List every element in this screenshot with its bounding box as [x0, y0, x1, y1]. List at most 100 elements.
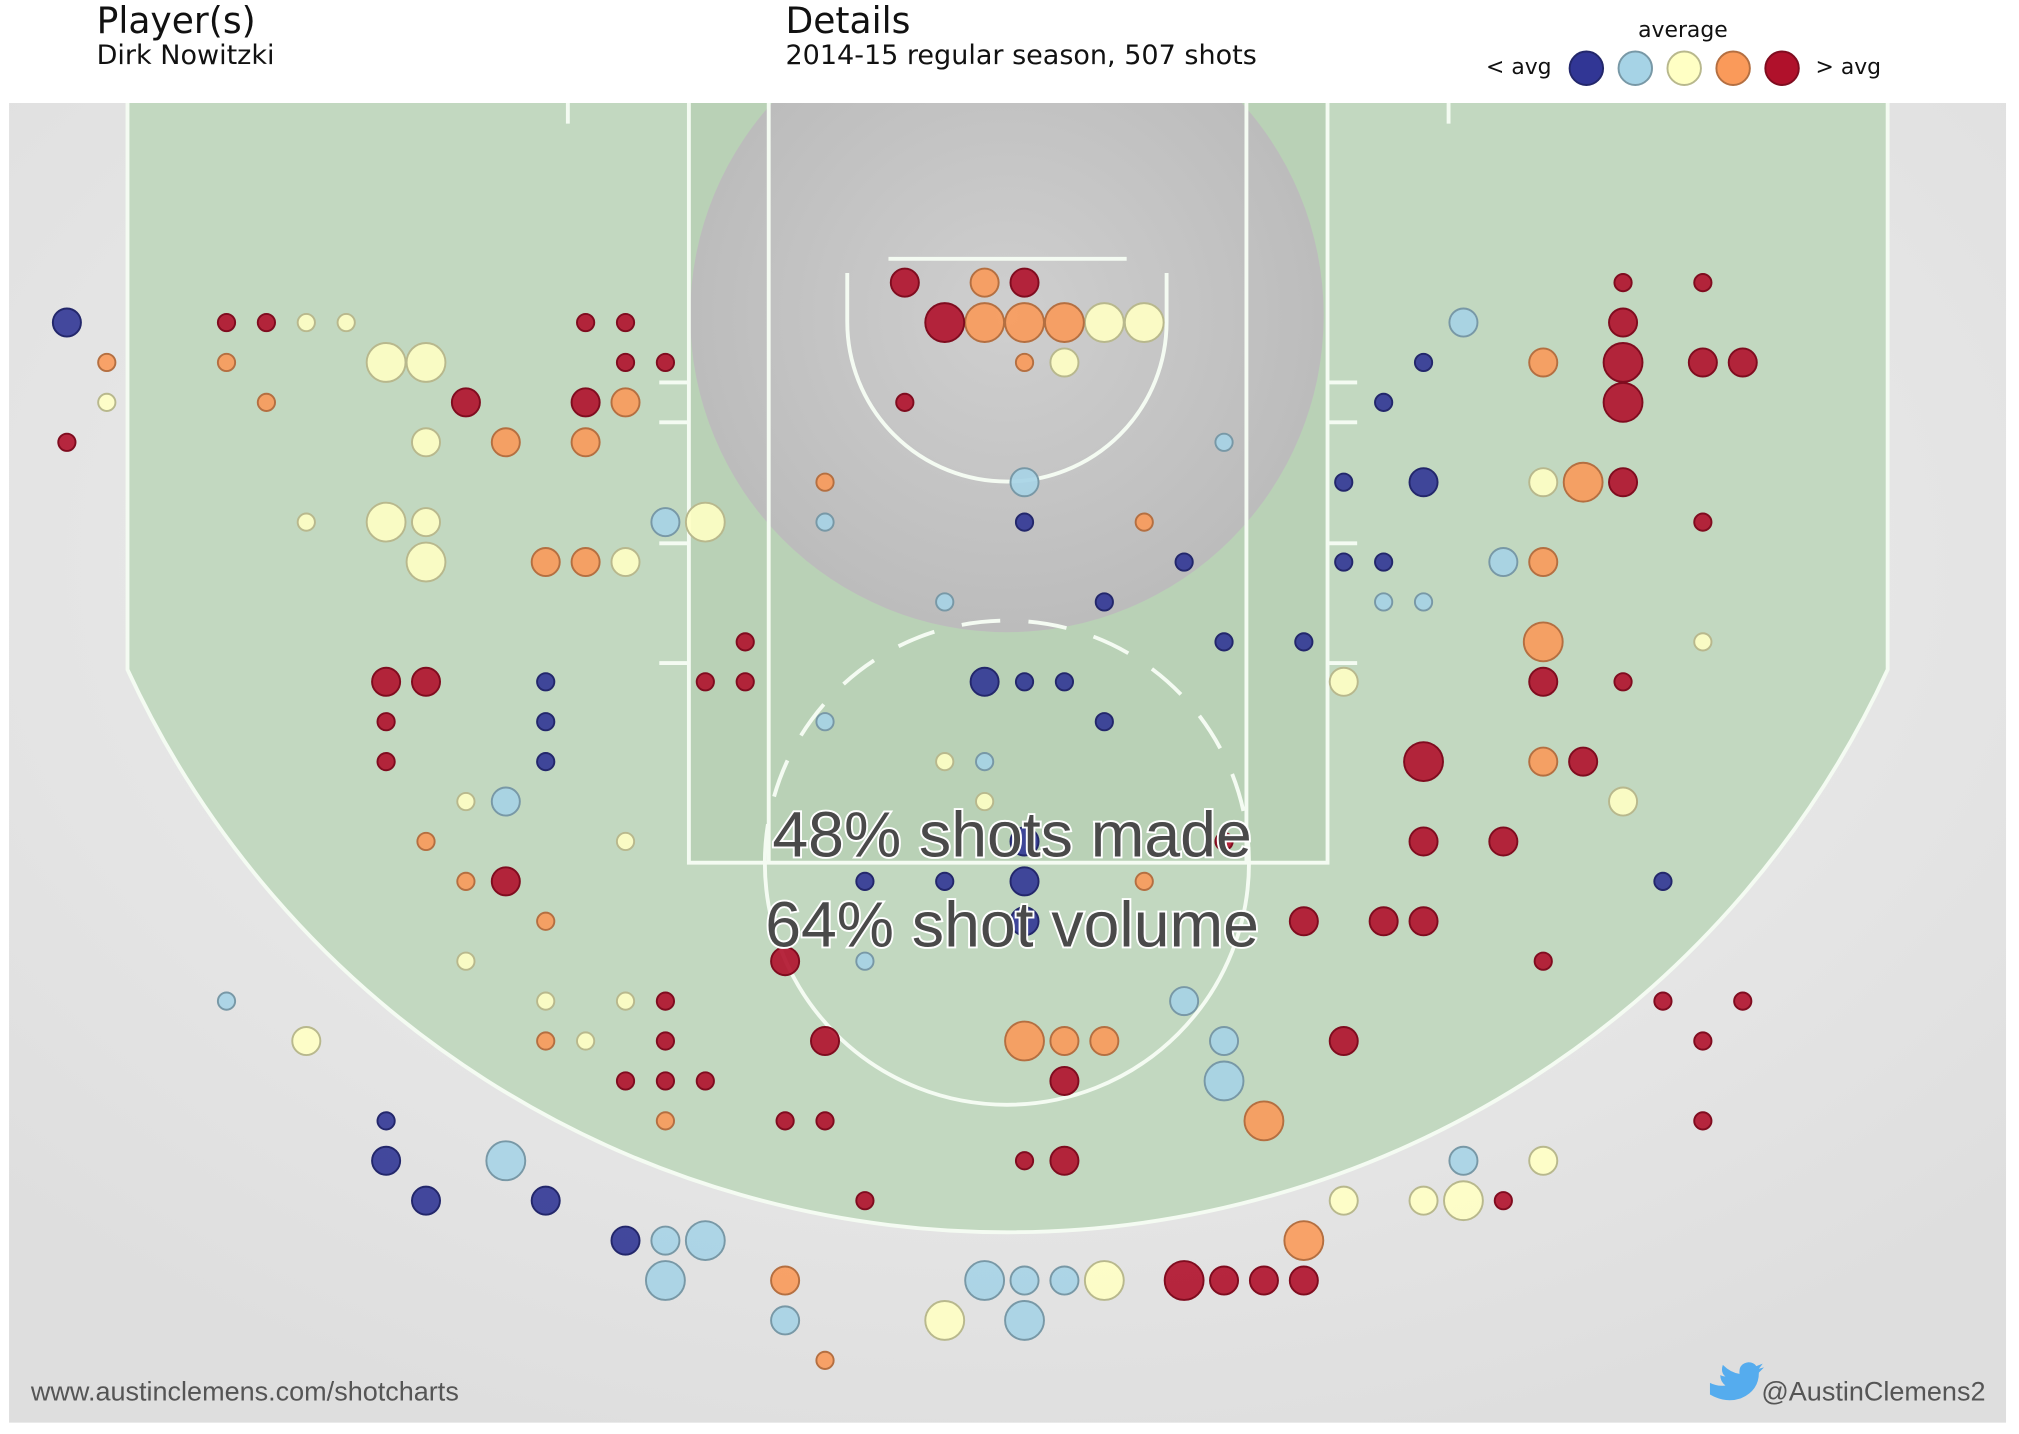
- shot-dot: [1014, 512, 1035, 532]
- shot-dot: [645, 1260, 686, 1301]
- shot-dot: [770, 1265, 801, 1296]
- shot-dot: [1163, 1260, 1205, 1301]
- shot-dot: [536, 752, 556, 772]
- shot-dot: [1328, 1185, 1359, 1216]
- shot-dot: [51, 307, 82, 338]
- legend-swatch: [1568, 50, 1605, 86]
- shot-dot: [1443, 1180, 1484, 1222]
- shot-dot: [536, 1031, 556, 1051]
- shot-dot: [1049, 1065, 1080, 1096]
- shot-dot: [924, 302, 966, 343]
- shot-dot: [1602, 342, 1644, 383]
- shot-dot: [1693, 512, 1713, 532]
- shot-dot: [1693, 632, 1713, 652]
- shot-dot: [490, 427, 521, 458]
- shot-dot: [770, 1305, 801, 1336]
- shot-dot: [610, 1225, 641, 1256]
- shot-dot: [695, 672, 715, 692]
- shot-dot: [964, 1260, 1006, 1301]
- shot-dot: [490, 786, 521, 817]
- shot-dot: [655, 1111, 676, 1131]
- shot-dot: [684, 1220, 726, 1262]
- shot-dot: [371, 666, 402, 697]
- shot-dot: [1562, 461, 1604, 503]
- shot-dot: [975, 791, 995, 812]
- shot-dot: [1089, 1026, 1120, 1057]
- shot-dot: [336, 312, 356, 333]
- shot-dot: [536, 991, 556, 1011]
- shot-dot: [655, 1031, 676, 1051]
- shot-dot: [1004, 302, 1045, 343]
- shot-dot: [655, 991, 676, 1011]
- shot-dot: [1488, 826, 1519, 857]
- shot-dot: [895, 392, 915, 412]
- shot-dot: [530, 1185, 561, 1216]
- shot-dot: [815, 712, 835, 732]
- shot-dot: [1014, 672, 1035, 692]
- shot-dot: [889, 267, 920, 298]
- shot-dot: [775, 1111, 795, 1131]
- details-heading: Details: [785, 0, 910, 42]
- shot-dot: [365, 342, 407, 383]
- shot-dot: [365, 501, 407, 543]
- footer-handle: @AustinClemens2: [1761, 1376, 1985, 1406]
- shot-dot: [1009, 467, 1040, 498]
- shot-dot: [291, 1026, 322, 1057]
- shot-dot: [411, 507, 442, 538]
- shot-dot: [924, 1300, 966, 1341]
- shot-dot: [1608, 307, 1639, 338]
- shot-dot: [530, 547, 561, 578]
- shot-dot: [570, 427, 601, 458]
- shot-dot: [1608, 786, 1639, 817]
- shot-dot: [296, 512, 316, 532]
- shot-dot: [655, 352, 676, 373]
- details-text: 2014-15 regular season, 507 shots: [785, 40, 1256, 71]
- shot-dot: [216, 991, 237, 1011]
- shot-dot: [1608, 467, 1639, 498]
- lane-outer: [686, 103, 1330, 865]
- shot-dot: [1169, 986, 1200, 1017]
- shot-dot: [57, 432, 77, 452]
- shot-dot: [1528, 547, 1559, 578]
- shot-dot: [615, 312, 636, 333]
- shot-dot: [216, 312, 237, 333]
- shot-dot: [1049, 1265, 1080, 1296]
- shot-dot: [1094, 592, 1114, 612]
- shot-dot: [570, 547, 601, 578]
- shot-dot: [810, 1026, 841, 1057]
- annotation: 48% shots made: [772, 799, 1251, 871]
- shot-dot: [1374, 552, 1394, 572]
- shot-dot: [1493, 1191, 1513, 1211]
- shot-dot: [1123, 302, 1165, 343]
- shot-dot: [1693, 1111, 1713, 1131]
- player-name: Dirk Nowitzki: [97, 40, 275, 71]
- shot-dot: [815, 1350, 835, 1370]
- shot-dot: [97, 392, 117, 412]
- shot-dot: [376, 752, 396, 772]
- shot-dot: [615, 991, 636, 1011]
- shot-dot: [536, 712, 556, 732]
- shot-dot: [1214, 632, 1234, 652]
- shot-dot: [1283, 1220, 1325, 1262]
- shot-dot: [610, 547, 641, 578]
- shot-dot: [411, 427, 442, 458]
- shot-dot: [935, 752, 955, 772]
- shot-dot: [1009, 826, 1040, 857]
- shot-dot: [695, 1071, 715, 1091]
- shot-dot: [1328, 666, 1359, 697]
- shot-dot: [1528, 1145, 1559, 1176]
- shot-dot: [815, 1111, 835, 1131]
- shot-dot: [1004, 1020, 1045, 1062]
- shot-dot: [1693, 273, 1713, 293]
- shot-dot: [411, 666, 442, 697]
- shot-dot: [1448, 307, 1479, 338]
- shot-dot: [256, 392, 276, 412]
- shot-dot: [1288, 1265, 1319, 1296]
- shot-dot: [1009, 1265, 1040, 1296]
- shot-dot: [615, 1071, 636, 1091]
- shot-dot: [456, 791, 476, 812]
- shot-dot: [1334, 472, 1354, 492]
- shot-dot: [964, 302, 1006, 343]
- shot-dot: [1693, 1031, 1713, 1051]
